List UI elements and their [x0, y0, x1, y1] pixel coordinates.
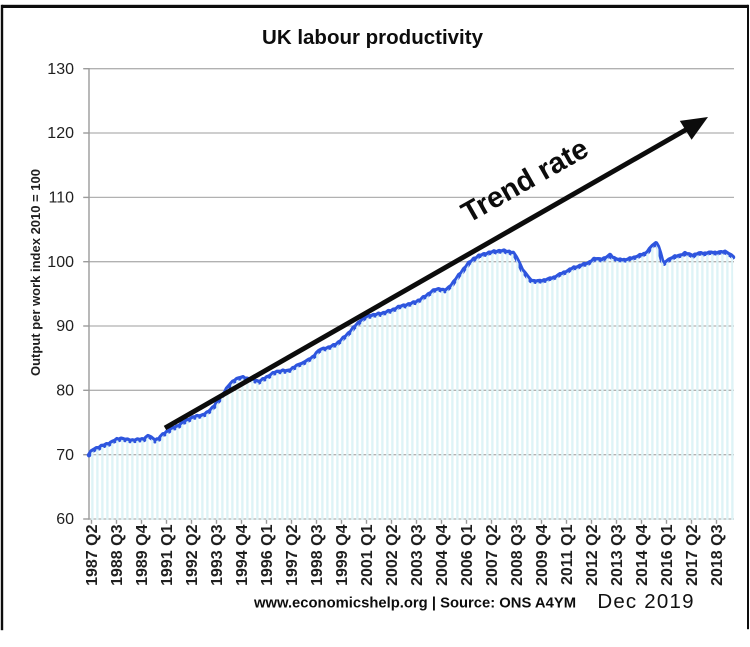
svg-text:70: 70 — [56, 447, 74, 464]
svg-text:2018 Q3: 2018 Q3 — [709, 524, 726, 585]
svg-text:1994 Q4: 1994 Q4 — [234, 524, 251, 585]
svg-text:2014 Q4: 2014 Q4 — [634, 524, 651, 585]
svg-text:2001 Q1: 2001 Q1 — [359, 524, 376, 585]
svg-text:2008 Q3: 2008 Q3 — [509, 524, 526, 585]
svg-text:1989 Q4: 1989 Q4 — [134, 524, 151, 585]
svg-text:1999 Q4: 1999 Q4 — [334, 524, 351, 585]
svg-text:1987 Q2: 1987 Q2 — [84, 524, 101, 585]
svg-text:2016 Q1: 2016 Q1 — [659, 524, 676, 585]
svg-text:80: 80 — [56, 383, 74, 400]
svg-text:UK labour productivity: UK labour productivity — [262, 26, 484, 49]
svg-text:130: 130 — [47, 61, 74, 78]
svg-text:120: 120 — [47, 125, 74, 142]
svg-text:Output per work index 2010 = 1: Output per work index 2010 = 100 — [28, 169, 43, 376]
svg-text:1997 Q2: 1997 Q2 — [284, 524, 301, 585]
svg-text:2007 Q2: 2007 Q2 — [484, 524, 501, 585]
svg-text:1988 Q3: 1988 Q3 — [109, 524, 126, 585]
svg-text:60: 60 — [56, 511, 74, 528]
svg-text:100: 100 — [47, 254, 74, 271]
svg-text:110: 110 — [48, 190, 74, 207]
svg-text:www.economicshelp.org | Source: www.economicshelp.org | Source: ONS A4YM — [253, 596, 576, 612]
svg-text:2012 Q2: 2012 Q2 — [584, 524, 601, 585]
svg-text:2009 Q4: 2009 Q4 — [534, 524, 551, 585]
svg-text:2002 Q2: 2002 Q2 — [384, 524, 401, 585]
svg-text:2013 Q3: 2013 Q3 — [609, 524, 626, 585]
svg-text:1991 Q1: 1991 Q1 — [159, 524, 176, 585]
svg-text:2011 Q1: 2011 Q1 — [559, 524, 576, 585]
svg-text:1996 Q1: 1996 Q1 — [259, 524, 276, 585]
svg-text:2006 Q1: 2006 Q1 — [459, 524, 476, 585]
svg-text:1993 Q3: 1993 Q3 — [209, 524, 226, 585]
svg-text:2004 Q4: 2004 Q4 — [434, 524, 451, 585]
svg-text:2003 Q3: 2003 Q3 — [409, 524, 426, 585]
svg-text:2017 Q2: 2017 Q2 — [684, 524, 701, 585]
svg-text:90: 90 — [56, 318, 74, 335]
svg-text:1998 Q3: 1998 Q3 — [309, 524, 326, 585]
svg-text:1992 Q2: 1992 Q2 — [184, 524, 201, 585]
svg-text:Dec 2019: Dec 2019 — [597, 590, 694, 613]
